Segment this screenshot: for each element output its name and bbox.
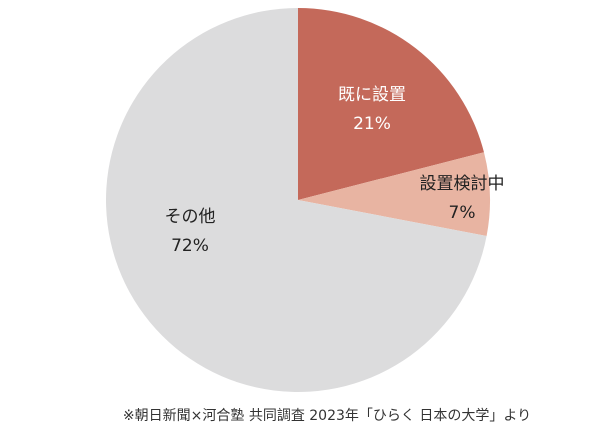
pie: [105, 8, 491, 392]
source-note: ※朝日新聞×河合塾 共同調査 2023年「ひらく 日本の大学」より: [123, 408, 531, 424]
slice-label: 既に設置: [338, 85, 406, 105]
slice-label: その他: [165, 207, 216, 227]
pie-slice: [298, 152, 491, 236]
slice-label: 設置検討中: [420, 174, 505, 194]
pie-slice: [105, 8, 487, 392]
value-label: 7%: [449, 203, 476, 223]
pie-slice: [298, 8, 484, 200]
value-label: 72%: [171, 236, 209, 256]
value-label: 21%: [353, 114, 391, 134]
